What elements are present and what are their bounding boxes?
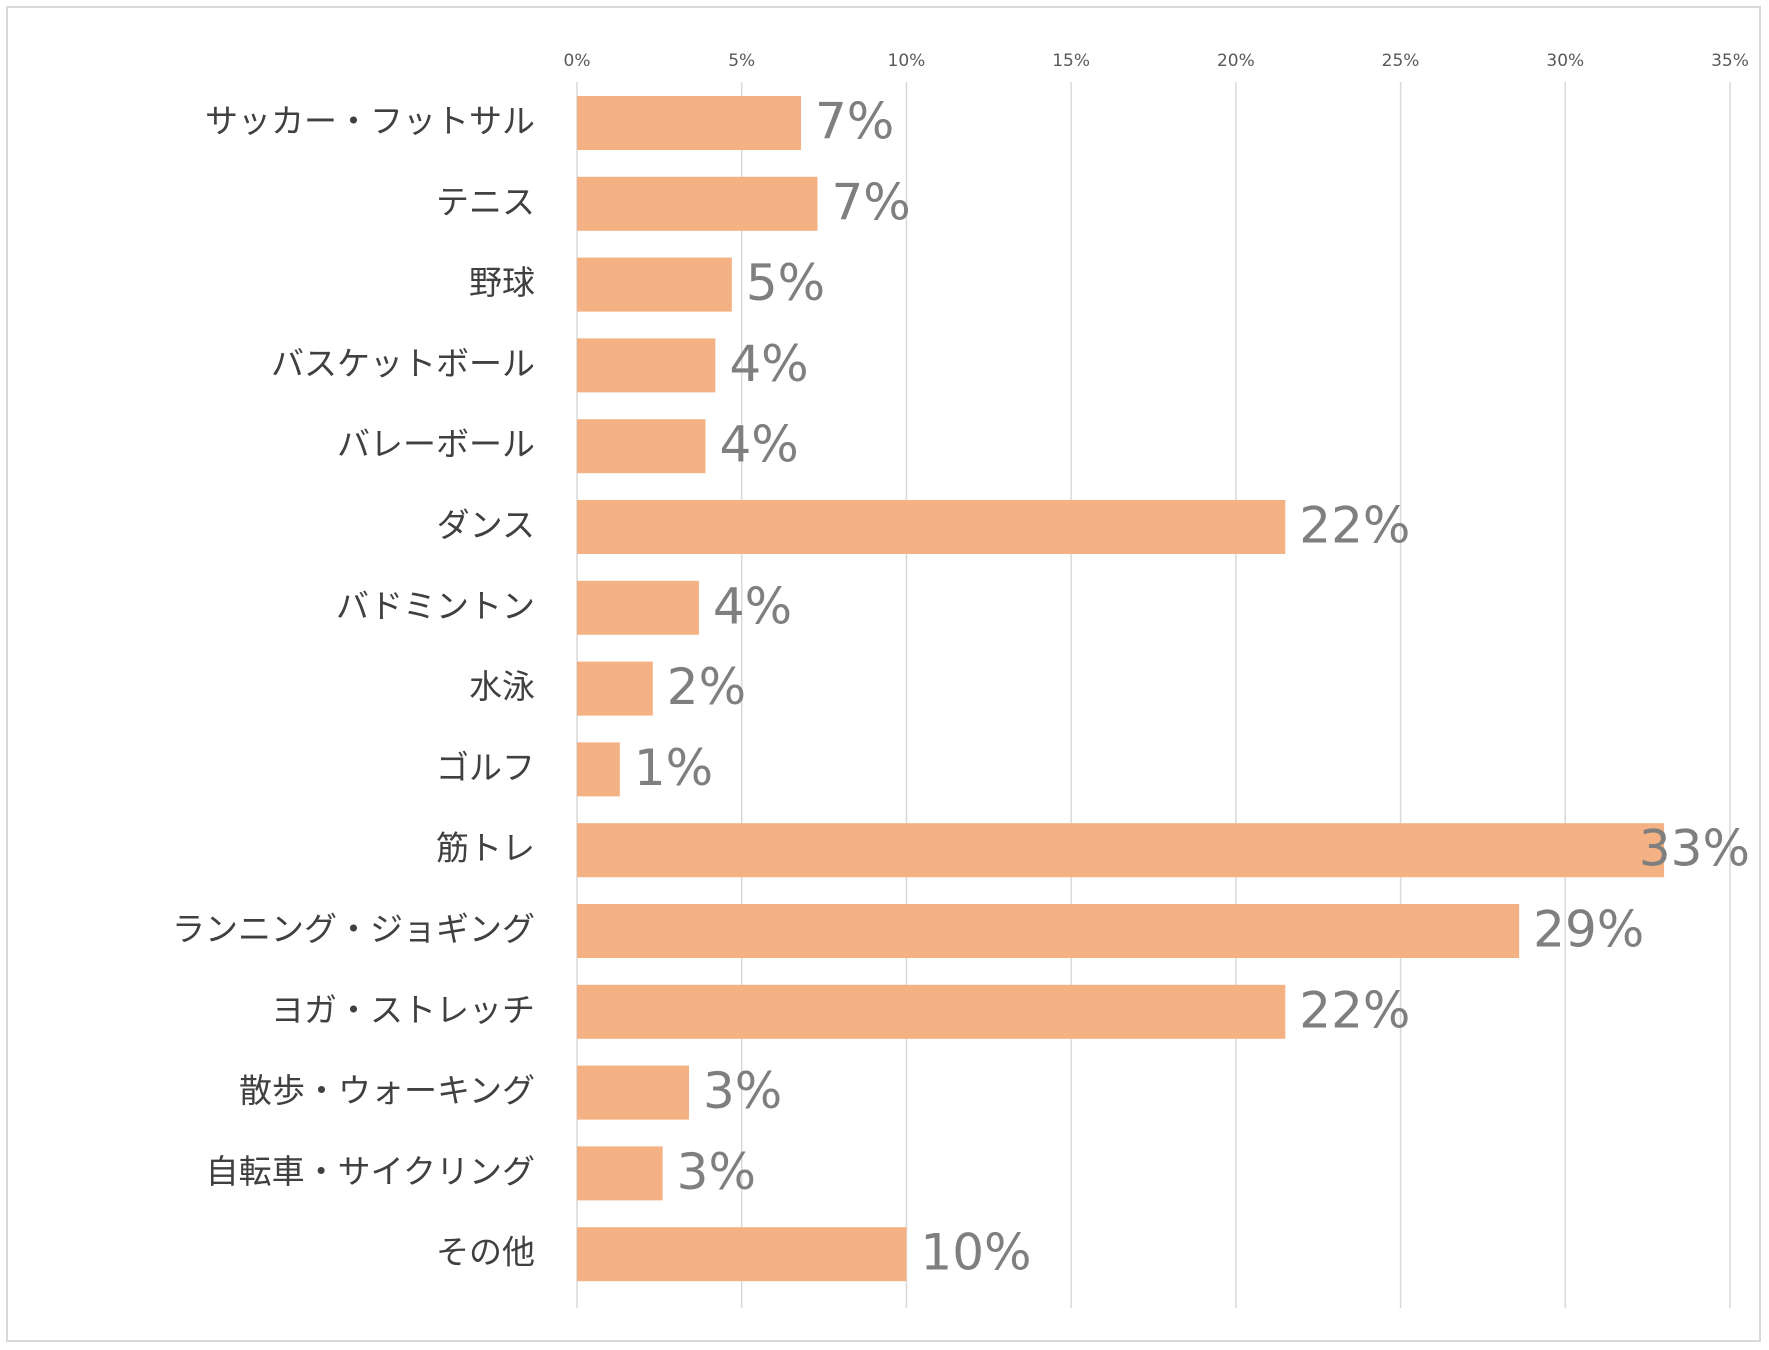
data-label: 4% [713,577,792,635]
x-tick-label: 35% [1711,51,1749,71]
data-label: 2% [667,658,746,716]
x-tick-label: 30% [1546,51,1584,71]
chart-frame [6,6,1761,1342]
x-axis-tick-labels: 0% 5% 10% 15% 20% 25% 30% 35% [564,51,1749,71]
category-label: その他 [436,1233,535,1272]
x-tick-label: 10% [888,51,926,71]
bar [577,823,1665,878]
bar [577,1227,907,1282]
data-label: 7% [831,173,910,231]
category-label: バスケットボール [271,344,535,383]
category-labels: サッカー・フットサルテニス野球バスケットボールバレーボールダンスバドミントン水泳… [172,102,535,1272]
bar [577,419,706,474]
data-label: 5% [746,254,825,312]
bar [577,580,699,635]
x-tick-label: 15% [1052,51,1090,71]
bar [577,984,1286,1039]
data-label: 10% [920,1224,1031,1282]
category-label: バドミントン [336,586,535,625]
data-label: 22% [1299,497,1410,555]
x-tick-label: 5% [728,51,755,71]
data-label: 1% [634,739,713,797]
category-label: 自転車・サイクリング [206,1152,535,1191]
category-label: 散歩・ウォーキング [239,1071,535,1110]
bar [577,904,1520,958]
category-label: テニス [436,182,535,221]
bar [577,1065,690,1120]
data-labels: 7%7%5%4%4%22%4%2%1%33%29%22%3%3%10% [634,93,1750,1282]
data-label: 7% [815,93,894,151]
category-label: 筋トレ [436,829,535,868]
bar [577,661,653,716]
bar [577,1146,663,1201]
bars [577,96,1665,1282]
data-label: 3% [677,1143,756,1201]
category-label: ランニング・ジョギング [172,910,535,949]
category-label: 野球 [469,263,535,302]
category-label: 水泳 [469,667,535,706]
bar [577,96,802,150]
category-label: バレーボール [337,425,535,464]
data-label: 3% [703,1062,782,1120]
bar [577,257,732,312]
category-label: ゴルフ [436,748,535,787]
category-label: ダンス [437,506,535,545]
bar [577,176,818,231]
x-tick-label: 0% [564,51,591,71]
bar [577,500,1286,554]
category-label: ヨガ・ストレッチ [271,990,535,1029]
bar [577,742,620,797]
x-tick-label: 25% [1382,51,1420,71]
category-label: サッカー・フットサル [205,102,535,141]
data-label: 33% [1639,820,1750,878]
data-label: 4% [729,335,808,393]
x-tick-label: 20% [1217,51,1255,71]
bar [577,338,716,393]
data-label: 4% [719,416,798,474]
data-label: 29% [1533,901,1644,959]
data-label: 22% [1299,981,1410,1039]
